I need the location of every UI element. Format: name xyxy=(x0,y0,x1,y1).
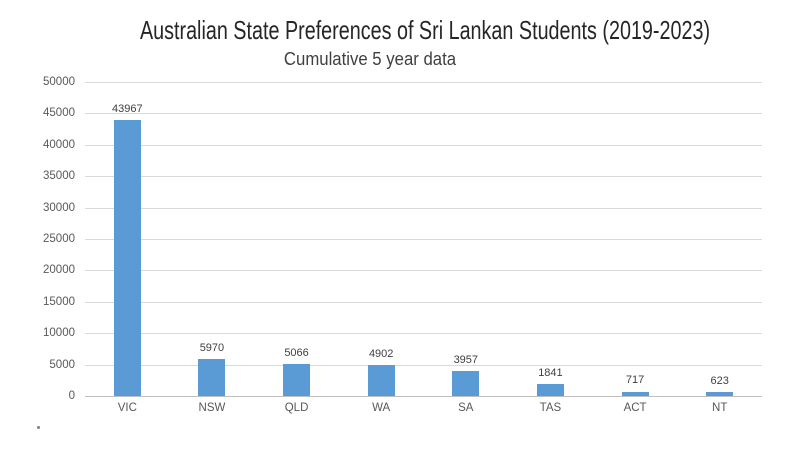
gridline xyxy=(85,270,762,272)
gridline xyxy=(85,144,762,146)
bar-value-label: 4902 xyxy=(368,348,394,361)
y-axis-tick-label: 50000 xyxy=(43,76,75,88)
bar-value-label: 43967 xyxy=(112,102,143,115)
gridline xyxy=(85,207,762,209)
x-axis-category-label: WA xyxy=(372,402,391,414)
y-axis-tick-label: 25000 xyxy=(43,233,75,245)
x-axis-category-label: ACT xyxy=(623,402,647,414)
y-axis-tick-label: 35000 xyxy=(43,170,75,183)
bar xyxy=(113,119,141,396)
y-axis-tick-label: 15000 xyxy=(43,295,75,308)
stray-mark xyxy=(37,426,40,429)
y-axis-tick-label: 5000 xyxy=(49,358,75,371)
bar-value-label: 5066 xyxy=(284,347,309,360)
x-axis-category-label: NT xyxy=(712,402,728,414)
bar-value-label: 1841 xyxy=(538,367,563,380)
x-axis-category-label: NSW xyxy=(198,402,226,414)
bar xyxy=(198,358,226,396)
bar-value-label: 623 xyxy=(710,375,729,388)
y-axis-tick-label: 10000 xyxy=(43,327,75,340)
bar xyxy=(621,391,649,396)
bar xyxy=(536,384,564,396)
plot-area xyxy=(85,82,762,397)
x-axis-category-label: TAS xyxy=(539,402,562,414)
gridline xyxy=(85,176,762,178)
x-axis-category-label: VIC xyxy=(117,402,137,414)
y-axis-tick-label: 0 xyxy=(68,390,75,402)
bar xyxy=(452,371,480,396)
bar-value-label: 717 xyxy=(625,374,645,387)
x-axis-category-label: QLD xyxy=(284,402,309,414)
chart-title: Australian State Preferences of Sri Lank… xyxy=(139,15,711,45)
bar xyxy=(706,392,734,396)
bar-value-label: 3957 xyxy=(453,354,479,367)
gridline xyxy=(85,239,762,240)
gridline xyxy=(85,301,762,303)
chart-subtitle: Cumulative 5 year data xyxy=(283,49,457,69)
y-axis-tick-label: 40000 xyxy=(43,138,75,151)
y-axis-tick-label: 30000 xyxy=(43,201,75,214)
y-axis-tick-label: 45000 xyxy=(43,107,75,120)
x-axis-category-label: SA xyxy=(458,402,474,414)
y-axis-tick-label: 20000 xyxy=(43,264,75,277)
gridline xyxy=(85,113,762,115)
gridline xyxy=(85,364,762,366)
gridline xyxy=(85,82,762,83)
bar-value-label: 5970 xyxy=(199,341,225,354)
bar xyxy=(283,364,311,396)
gridline xyxy=(85,333,762,335)
bar xyxy=(367,365,395,396)
